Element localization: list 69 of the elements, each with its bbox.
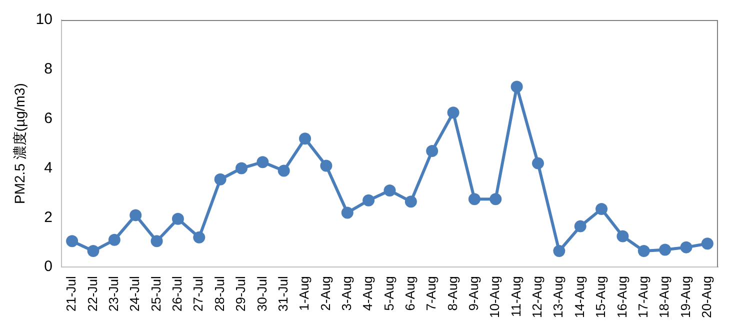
x-tick-label: 20-Aug [698,276,714,318]
x-tick-label: 25-Jul [148,276,164,312]
x-tick-label: 5-Aug [381,276,396,311]
x-tick-label: 14-Aug [572,276,587,318]
x-tick-label: 22-Jul [84,276,100,312]
point [235,162,248,174]
point [193,231,206,244]
x-tick-label: 21-Jul [64,276,79,312]
point [150,235,163,248]
point [426,144,438,157]
point [384,184,396,196]
x-tick-label: 24-Jul [127,276,142,312]
point [214,173,226,186]
x-tick-label: 1-Aug [296,276,312,311]
point [553,245,566,258]
x-tick-label: 16-Aug [614,276,630,318]
x-tick-label: 17-Aug [635,276,650,318]
y-axis-title: PM2.5 濃度(µg/m3) [11,83,28,204]
x-tick-label: 2-Aug [318,276,333,311]
x-tick-label: 13-Aug [550,276,566,318]
point [701,238,714,250]
x-tick-label: 11-Aug [508,276,524,318]
point [574,220,586,232]
x-tick-label: 12-Aug [530,276,545,318]
x-tick-label: 7-Aug [424,276,439,311]
x-tick-label: 28-Jul [212,276,227,312]
point [256,156,269,168]
point [172,212,184,225]
point [510,80,523,93]
y-tick-label: 2 [44,208,52,226]
point [362,194,375,206]
x-tick-label: 18-Aug [656,276,672,318]
x-tick-label: 4-Aug [360,276,376,311]
point [299,132,312,145]
x-tick-label: 15-Aug [593,276,608,318]
y-tick-label: 0 [44,258,52,276]
y-tick-label: 6 [44,110,52,127]
point [404,196,417,208]
point [278,164,290,177]
point [341,206,354,219]
x-tick-label: 27-Jul [190,276,206,312]
point [616,230,629,242]
x-tick-label: 6-Aug [402,276,418,311]
x-tick-label: 29-Jul [233,276,248,312]
point [638,245,650,258]
x-tick-label: 31-Jul [275,276,290,312]
x-tick-label: 8-Aug [444,276,460,311]
point [320,160,332,172]
point [66,235,78,248]
x-tick-label: 10-Aug [487,276,502,318]
point [490,193,502,206]
point [680,241,692,254]
point [659,244,672,256]
x-tick-label: 30-Jul [254,276,270,312]
x-tick-label: 26-Jul [170,276,185,312]
point [596,203,608,216]
x-tick-label: 23-Jul [106,276,122,312]
x-tick-label: 19-Aug [678,276,693,318]
point [130,209,142,222]
y-tick-label: 4 [44,159,52,176]
point [447,106,460,119]
point [532,157,544,170]
point [468,193,480,206]
x-tick-label: 9-Aug [466,276,482,311]
point [108,234,120,246]
point [87,245,100,258]
y-tick-label: 8 [44,60,52,78]
x-tick-label: 3-Aug [338,276,354,311]
y-tick-label: 10 [36,11,52,28]
